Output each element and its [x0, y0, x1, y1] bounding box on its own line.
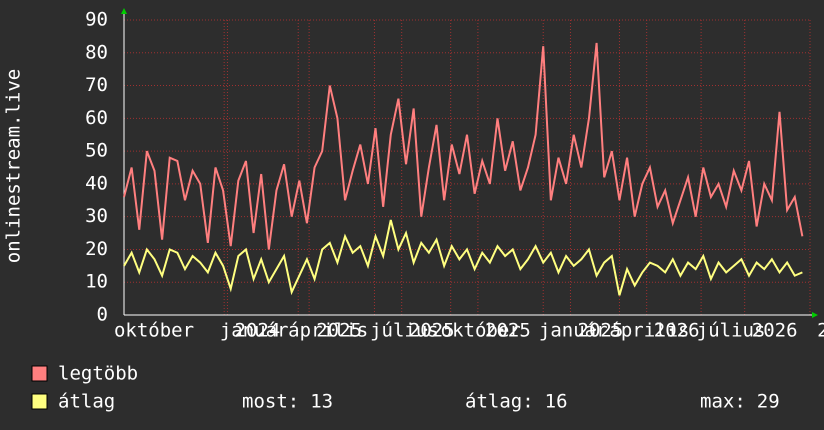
- legend-label: átlag: [58, 391, 115, 413]
- x-tick-label: 2026: [654, 320, 700, 342]
- y-tick-label: 30: [85, 205, 108, 227]
- y-tick-label: 10: [85, 271, 108, 293]
- y-tick-label: 0: [97, 304, 108, 326]
- y-axis-label: onlinestream.live: [3, 69, 25, 263]
- x-tick-label: április: [609, 320, 689, 342]
- x-tick-label: 2025: [316, 320, 362, 342]
- y-tick-label: 80: [85, 41, 108, 63]
- x-tick-label: július: [370, 320, 439, 342]
- x-tick-label: 2026: [817, 320, 824, 342]
- y-tick-label: 60: [85, 107, 108, 129]
- y-tick-label: 50: [85, 140, 108, 162]
- y-tick-label: 70: [85, 74, 108, 96]
- stat-label: átlag:: [465, 391, 534, 413]
- stat-value: 13: [310, 391, 333, 413]
- axis-arrow: [812, 312, 818, 318]
- y-tick-label: 40: [85, 172, 108, 194]
- x-tick-label: 2025: [409, 320, 455, 342]
- x-tick-label: 2026: [752, 320, 798, 342]
- series-line: [123, 42, 804, 250]
- series-line: [123, 219, 803, 296]
- x-tick-label: április: [288, 320, 368, 342]
- axis-arrow: [121, 8, 127, 14]
- y-tick-label: 20: [85, 238, 108, 260]
- stat-label: max:: [700, 391, 746, 413]
- x-tick-label: január: [539, 320, 608, 342]
- x-tick-label: 2025: [578, 320, 624, 342]
- x-tick-label: 2025: [485, 320, 531, 342]
- stat-value: 16: [545, 391, 568, 413]
- x-tick-label: január: [220, 320, 289, 342]
- x-tick-label: 2024: [235, 320, 281, 342]
- x-tick-label: július: [697, 320, 766, 342]
- y-tick-label: 90: [85, 9, 108, 31]
- stat-value: 29: [757, 391, 780, 413]
- legend-swatch: [31, 393, 48, 410]
- legend-swatch: [31, 365, 48, 382]
- legend-label: legtöbb: [58, 363, 138, 385]
- x-tick-label: október: [441, 320, 521, 342]
- stat-label: most:: [242, 391, 299, 413]
- x-tick-label: október: [114, 320, 194, 342]
